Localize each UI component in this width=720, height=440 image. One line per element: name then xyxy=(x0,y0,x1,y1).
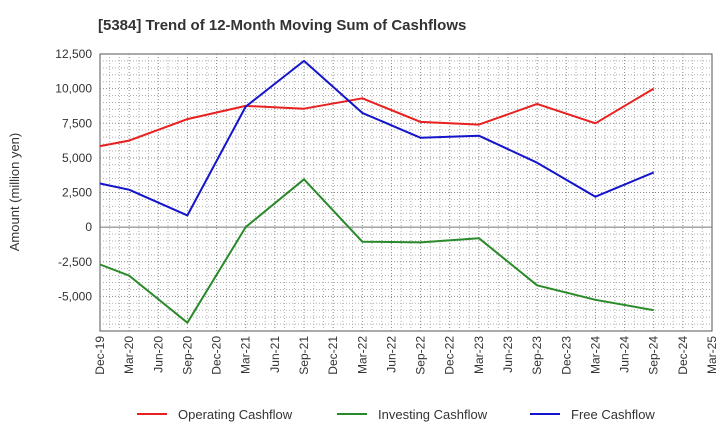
x-tick-label: Mar-20 xyxy=(122,336,136,374)
free-cashflow-legend-label: Free Cashflow xyxy=(571,407,655,422)
x-tick-label: Dec-22 xyxy=(443,336,457,375)
x-tick-label: Sep-21 xyxy=(297,336,311,375)
x-tick-label: Dec-23 xyxy=(559,336,573,375)
series-lines xyxy=(99,59,655,324)
y-tick-label: 12,500 xyxy=(55,47,92,61)
x-tick-label: Jun-20 xyxy=(151,336,165,373)
chart-title: [5384] Trend of 12-Month Moving Sum of C… xyxy=(98,17,466,34)
x-tick-label: Dec-19 xyxy=(93,336,107,375)
x-tick-label: Dec-20 xyxy=(210,336,224,375)
x-tick-label: Dec-24 xyxy=(676,336,690,375)
grid xyxy=(99,53,713,332)
y-tick-label: 2,500 xyxy=(62,186,92,200)
legend: Operating Cashflow Investing Cashflow Free… xyxy=(137,407,655,422)
x-tick-label: Mar-23 xyxy=(472,336,486,374)
x-tick-label: Sep-23 xyxy=(530,336,544,375)
y-tick-label: -5,000 xyxy=(58,289,92,303)
x-tick-label: Jun-24 xyxy=(618,336,632,373)
x-tick-label: Jun-22 xyxy=(384,336,398,373)
operating-cashflow-line xyxy=(99,87,655,148)
free-cashflow-line xyxy=(99,59,655,217)
y-tick-label: 5,000 xyxy=(62,151,92,165)
axes: 12,500 10,000 7,500 5,000 2,500 0 -2,500 -5,000… xyxy=(55,47,719,375)
y-tick-label: -2,500 xyxy=(58,255,92,269)
x-tick-label: Sep-22 xyxy=(414,336,428,375)
x-tick-label: Jun-21 xyxy=(268,336,282,373)
x-tick-label: Sep-20 xyxy=(180,336,194,375)
x-tick-label: Mar-25 xyxy=(705,336,719,374)
investing-cashflow-line xyxy=(99,178,654,324)
x-tick-label: Dec-21 xyxy=(326,336,340,375)
x-tick-label: Jun-23 xyxy=(501,336,515,373)
investing-cashflow-legend-label: Investing Cashflow xyxy=(378,407,488,422)
y-tick-label: 0 xyxy=(85,220,92,234)
y-axis-label: Amount (million yen) xyxy=(7,133,22,252)
x-tick-label: Mar-24 xyxy=(588,336,602,374)
x-tick-label: Mar-22 xyxy=(355,336,369,374)
y-tick-label: 7,500 xyxy=(62,116,92,130)
x-tick-label: Sep-24 xyxy=(647,336,661,375)
operating-cashflow-legend-label: Operating Cashflow xyxy=(178,407,293,422)
x-tick-label: Mar-21 xyxy=(239,336,253,374)
y-tick-label: 10,000 xyxy=(55,82,92,96)
